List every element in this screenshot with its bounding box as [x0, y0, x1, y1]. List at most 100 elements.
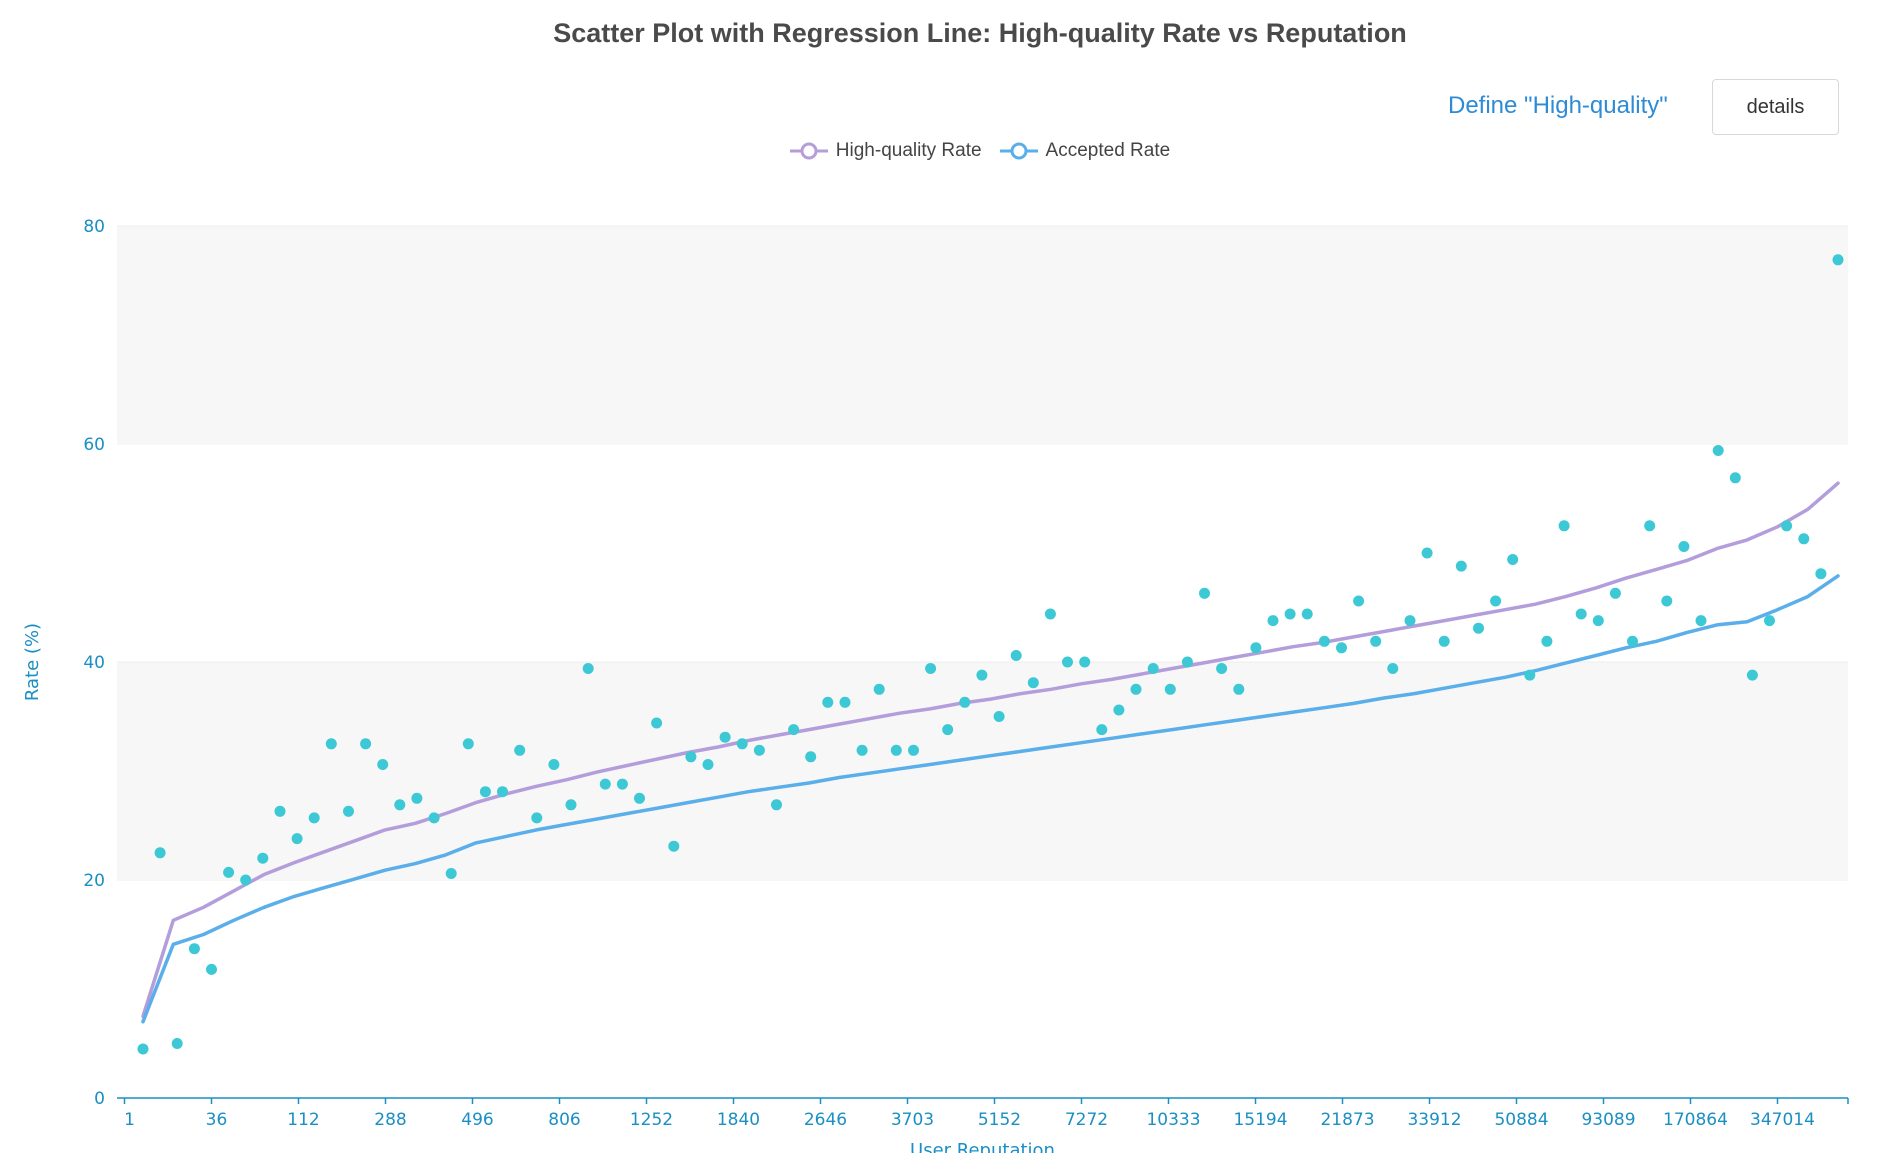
scatter-point: [548, 759, 560, 770]
scatter-point: [325, 738, 337, 750]
scatter-point: [1695, 615, 1707, 627]
scatter-point: [942, 724, 954, 736]
scatter-point: [1370, 635, 1382, 647]
x-tick-label: 15194: [1233, 1110, 1287, 1130]
details-button[interactable]: details: [1712, 79, 1839, 135]
scatter-point: [1541, 635, 1553, 647]
x-tick-label: 5152: [978, 1110, 1021, 1130]
legend: High-quality Rate Accepted Rate: [0, 140, 1904, 162]
scatter-point: [1387, 663, 1399, 674]
scatter-point: [1764, 615, 1775, 627]
scatter-point: [223, 866, 235, 878]
scatter-point: [1027, 677, 1039, 689]
scatter-point: [1233, 683, 1245, 695]
scatter-point: [411, 792, 423, 804]
x-tick-label: 3703: [891, 1110, 934, 1130]
scatter-point: [1130, 683, 1142, 695]
scatter-point: [1199, 587, 1210, 599]
scatter-point: [343, 805, 354, 817]
scatter-point: [1729, 472, 1741, 484]
scatter-point: [1010, 650, 1022, 661]
scatter-point: [771, 799, 782, 811]
legend-label-high-quality: High-quality Rate: [835, 140, 982, 161]
scatter-point: [908, 744, 919, 756]
scatter-point: [462, 738, 474, 750]
scatter-point: [137, 1043, 149, 1055]
scatter-point: [788, 724, 800, 736]
x-tick-label: 496: [461, 1110, 493, 1130]
scatter-point: [925, 663, 937, 674]
scatter-point: [1592, 615, 1604, 627]
scatter-point: [1113, 704, 1125, 716]
x-tick-label: 1: [124, 1110, 135, 1130]
scatter-point: [1404, 615, 1416, 627]
scatter-point: [274, 805, 286, 817]
legend-label-accepted: Accepted Rate: [1045, 140, 1171, 161]
scatter-point: [1575, 608, 1587, 620]
scatter-point: [651, 717, 663, 729]
scatter-point: [959, 696, 971, 708]
scatter-point: [805, 751, 817, 763]
scatter-point: [856, 744, 868, 756]
y-axis-title: Rate (%): [22, 623, 43, 701]
scatter-point: [1678, 541, 1690, 552]
scatter-point: [873, 683, 885, 695]
scatter-point: [206, 963, 217, 975]
grid-band: [117, 662, 1848, 880]
x-tick-label: 288: [374, 1110, 406, 1130]
x-tick-label: 2646: [804, 1110, 847, 1130]
y-tick-label: 0: [94, 1089, 105, 1109]
scatter-point: [1421, 547, 1433, 559]
scatter-point: [1250, 642, 1262, 654]
y-tick-label: 60: [83, 435, 105, 455]
legend-item-accepted[interactable]: Accepted Rate: [999, 140, 1171, 162]
x-axis-title: User Reputation: [910, 1140, 1055, 1153]
scatter-point: [565, 799, 577, 811]
scatter-point: [1832, 254, 1844, 266]
scatter-point: [1164, 683, 1176, 695]
scatter-point: [1798, 533, 1810, 545]
scatter-point: [188, 943, 200, 955]
scatter-point: [445, 868, 457, 879]
scatter-point: [753, 744, 765, 756]
x-tick-label: 21873: [1320, 1110, 1374, 1130]
legend-item-high-quality[interactable]: High-quality Rate: [789, 140, 982, 162]
scatter-point: [668, 840, 680, 852]
scatter-point: [1627, 635, 1638, 647]
scatter-point: [1079, 656, 1091, 668]
scatter-point: [582, 663, 594, 674]
x-tick-label: 112: [287, 1110, 319, 1130]
scatter-point: [1096, 724, 1108, 736]
scatter-point: [514, 744, 526, 756]
x-tick-label: 93089: [1581, 1110, 1635, 1130]
scatter-point: [1062, 656, 1073, 668]
scatter-point: [308, 812, 320, 824]
scatter-point: [1336, 642, 1347, 654]
scatter-point: [1661, 595, 1673, 607]
scatter-point: [1507, 554, 1519, 565]
y-tick-label: 20: [83, 871, 105, 891]
scatter-point: [1318, 635, 1330, 647]
scatter-point: [154, 847, 166, 859]
x-tick-label: 50884: [1494, 1110, 1548, 1130]
scatter-point: [702, 759, 714, 770]
scatter-point: [257, 852, 269, 864]
x-tick-label: 170864: [1663, 1110, 1728, 1130]
accepted-rate-line: [141, 574, 1840, 1024]
scatter-point: [839, 696, 851, 708]
scatter-point: [1438, 635, 1450, 647]
scatter-point: [497, 786, 508, 798]
scatter-point: [736, 738, 748, 750]
scatter-point: [890, 744, 902, 756]
scatter-point: [634, 792, 645, 804]
scatter-point: [1524, 669, 1536, 681]
scatter-point: [1284, 608, 1296, 620]
scatter-point: [360, 738, 372, 750]
define-high-quality-link[interactable]: Define "High-quality": [1448, 92, 1668, 119]
scatter-point: [976, 669, 988, 681]
scatter-point: [171, 1038, 183, 1049]
scatter-point: [1267, 615, 1279, 627]
scatter-point: [1473, 622, 1484, 634]
scatter-point: [1181, 656, 1193, 668]
